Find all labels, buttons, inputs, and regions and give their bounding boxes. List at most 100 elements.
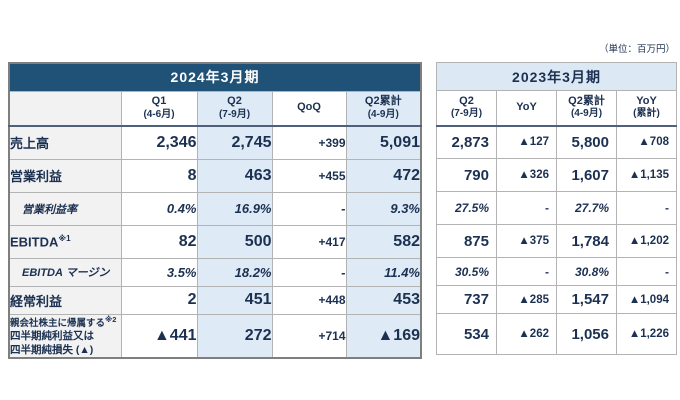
cell-fy23-op-margin-q2cum: 27.7% [556,191,617,225]
footnote-marker: ※2 [105,314,117,324]
cell-fy23-ebitda-margin-yoy: - [496,257,557,286]
row-label-net-sales: 売上高 [8,125,122,160]
row-label-text: 売上高 [10,136,50,152]
cell-fy23-net-income-yoy: ▲262 [496,313,557,355]
cell-fy23-op-margin-yoy: - [496,191,557,225]
row-label-operating-income: 営業利益 [8,158,122,193]
colheader-label: YoY [516,100,537,113]
row-ebitda-margin-fy2023: 30.5% - 30.8% - [436,257,677,286]
colheader-sublabel: (累計) [633,108,660,120]
row-operating-margin: 営業利益率 0.4% 16.9% - 9.3% [8,191,422,226]
row-ebitda: EBITDA※1 82 500 +417 582 [8,224,422,259]
cell-ebitda-q1: 82 [120,224,198,259]
fy2024-empty-corner-cell [8,90,122,127]
row-net-sales-fy2023: 2,873 ▲127 5,800 ▲708 [436,125,677,159]
colheader-label: Q1 [151,95,167,108]
cell-fy23-ebitda-yoycum: ▲1,202 [616,224,677,258]
row-label-text: EBITDA マージン [22,267,110,279]
cell-fy23-net-income-q2cum: 1,056 [556,313,617,355]
fy2024-title-band: 2024年3月期 [8,62,422,92]
cell-fy23-op-income-q2: 790 [436,158,497,192]
cell-op-margin-q1: 0.4% [120,191,198,226]
row-label-line1: 親会社株主に帰属する※2 [10,314,120,330]
cell-ordinary-income-qoq: +448 [271,285,347,315]
cell-fy23-op-margin-q2: 27.5% [436,191,497,225]
row-operating-margin-fy2023: 27.5% - 27.7% - [436,191,677,225]
cell-ebitda-margin-q2: 18.2% [196,257,273,287]
row-net-income: 親会社株主に帰属する※2 四半期純利益又は 四半期純損失 (▲) ▲441 27… [8,313,422,359]
row-label-net-income: 親会社株主に帰属する※2 四半期純利益又は 四半期純損失 (▲) [8,313,122,359]
cell-fy23-ordinary-income-yoycum: ▲1,094 [616,285,677,314]
cell-fy23-ebitda-q2: 875 [436,224,497,258]
cell-fy23-net-income-q2: 534 [436,313,497,355]
cell-ebitda-qoq: +417 [271,224,347,259]
cell-op-income-qoq: +455 [271,158,347,193]
colheader-sublabel: (7-9月) [450,108,483,120]
fy2024-colheader-q1: Q1 (4-6月) [120,90,198,127]
cell-ebitda-margin-qoq: - [271,257,347,287]
cell-fy23-op-income-q2cum: 1,607 [556,158,617,192]
row-ebitda-fy2023: 875 ▲375 1,784 ▲1,202 [436,224,677,258]
cell-net-sales-q1: 2,346 [120,125,198,160]
row-label-line2: 四半期純利益又は [10,330,94,342]
cell-fy23-ebitda-margin-q2cum: 30.8% [556,257,617,286]
colheader-label: YoY [636,94,657,107]
unit-note: （単位：百万円） [598,44,675,55]
row-label-text: 親会社株主に帰属する [10,317,106,329]
cell-ebitda-q2: 500 [196,224,273,259]
footnote-marker: ※1 [58,233,71,243]
row-operating-income-fy2023: 790 ▲326 1,607 ▲1,135 [436,158,677,192]
row-ordinary-income: 経常利益 2 451 +448 453 [8,285,422,315]
row-net-income-fy2023: 534 ▲262 1,056 ▲1,226 [436,313,677,355]
row-label-ordinary-income: 経常利益 [8,285,122,315]
colheader-sublabel: (4-6月) [143,108,175,120]
cell-fy23-ordinary-income-q2: 737 [436,285,497,314]
cell-fy23-ebitda-q2cum: 1,784 [556,224,617,258]
row-label-text: EBITDA [10,234,59,250]
colheader-label: Q2累計 [568,94,605,107]
fy2024-colheader-q2-cumulative: Q2累計 (4-9月) [345,90,422,127]
row-label-text: 営業利益率 [22,203,77,216]
cell-fy23-net-sales-yoy: ▲127 [496,125,557,159]
cell-net-income-qoq: +714 [271,313,347,359]
colheader-label: Q2 [459,94,474,107]
row-operating-income: 営業利益 8 463 +455 472 [8,158,422,193]
cell-fy23-ebitda-margin-q2: 30.5% [436,257,497,286]
fy2024-results-table: 2024年3月期 Q1 (4-6月) Q2 (7-9月) QoQ Q2累計 (4-9月… [8,62,422,360]
fy2024-colheader-qoq: QoQ [271,90,347,127]
fy2023-results-table: 2023年3月期 Q2 (7-9月) YoY Q2累計 (4-9月) YoY (累計)… [436,62,677,355]
cell-net-income-q2: 272 [196,313,273,359]
colheader-sublabel: (4-9月) [367,108,399,120]
cell-ebitda-q2cum: 582 [345,224,422,259]
row-label-ebitda: EBITDA※1 [8,224,122,259]
fy2023-colheader-yoy: YoY [496,90,557,127]
cell-op-margin-qoq: - [271,191,347,226]
colheader-sublabel: (7-9月) [218,108,251,120]
cell-op-margin-q2: 16.9% [196,191,273,226]
cell-net-sales-q2: 2,745 [196,125,273,160]
cell-net-sales-qoq: +399 [271,125,347,160]
cell-fy23-op-income-yoy: ▲326 [496,158,557,192]
colheader-label: Q2累計 [364,95,402,108]
cell-fy23-ebitda-yoy: ▲375 [496,224,557,258]
row-ordinary-income-fy2023: 737 ▲285 1,547 ▲1,094 [436,285,677,314]
row-ebitda-margin: EBITDA マージン 3.5% 18.2% - 11.4% [8,257,422,287]
cell-fy23-op-margin-yoycum: - [616,191,677,225]
fy2023-colheader-q2-cumulative: Q2累計 (4-9月) [556,90,617,127]
row-label-line3: 四半期純損失 (▲) [10,343,94,356]
cell-fy23-ordinary-income-q2cum: 1,547 [556,285,617,314]
row-label-operating-margin: 営業利益率 [8,191,122,226]
cell-op-margin-q2cum: 9.3% [345,191,422,226]
cell-fy23-net-income-yoycum: ▲1,226 [616,313,677,355]
colheader-label: QoQ [297,101,321,114]
cell-fy23-net-sales-q2cum: 5,800 [556,125,617,159]
cell-fy23-op-income-yoycum: ▲1,135 [616,158,677,192]
cell-fy23-net-sales-q2: 2,873 [436,125,497,159]
cell-net-income-q2cum: ▲169 [345,313,422,359]
cell-ebitda-margin-q1: 3.5% [120,257,198,287]
cell-net-income-q1: ▲441 [120,313,198,359]
row-label-ebitda-margin: EBITDA マージン [8,257,122,287]
cell-op-income-q2cum: 472 [345,158,422,193]
row-label-text: 経常利益 [10,293,63,309]
cell-ebitda-margin-q2cum: 11.4% [345,257,422,287]
